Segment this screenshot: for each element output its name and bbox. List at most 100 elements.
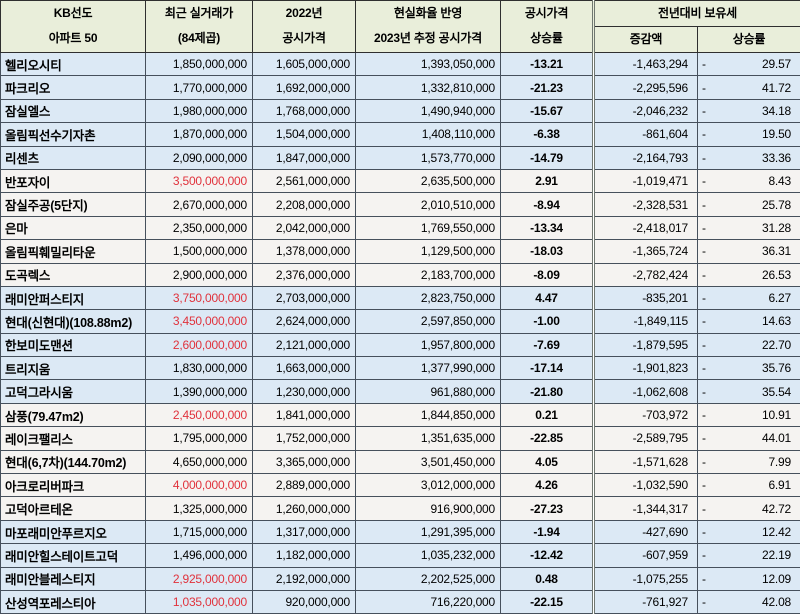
cell-price-2023[interactable]: 2,010,510,000 (356, 193, 501, 216)
cell-tax-rate[interactable]: -12.42 (698, 520, 800, 543)
cell-price-2022[interactable]: 2,042,000,000 (253, 216, 356, 239)
cell-price-change-rate[interactable]: -7.69 (501, 333, 594, 356)
cell-tax-delta[interactable]: -2,589,795 (594, 427, 698, 450)
cell-apartment-name[interactable]: 은마 (1, 216, 146, 239)
cell-tax-rate[interactable]: -22.19 (698, 544, 800, 567)
cell-tax-rate[interactable]: -7.99 (698, 450, 800, 473)
cell-tax-delta[interactable]: -2,295,596 (594, 76, 698, 99)
cell-apartment-name[interactable]: 래미안퍼스티지 (1, 286, 146, 309)
cell-apartment-name[interactable]: 잠실주공(5단지) (1, 193, 146, 216)
cell-price-2022[interactable]: 2,889,000,000 (253, 474, 356, 497)
cell-tax-delta[interactable]: -427,690 (594, 520, 698, 543)
cell-price-2023[interactable]: 1,332,810,000 (356, 76, 501, 99)
cell-price-change-rate[interactable]: 4.05 (501, 450, 594, 473)
cell-price-2022[interactable]: 2,121,000,000 (253, 333, 356, 356)
cell-recent-price[interactable]: 1,870,000,000 (146, 123, 253, 146)
cell-recent-price[interactable]: 2,600,000,000 (146, 333, 253, 356)
cell-apartment-name[interactable]: 고덕그라시움 (1, 380, 146, 403)
cell-price-2022[interactable]: 1,605,000,000 (253, 53, 356, 76)
cell-apartment-name[interactable]: 래미안블레스티지 (1, 567, 146, 590)
cell-recent-price[interactable]: 2,925,000,000 (146, 567, 253, 590)
cell-price-2022[interactable]: 1,847,000,000 (253, 146, 356, 169)
cell-price-2023[interactable]: 916,900,000 (356, 497, 501, 520)
cell-tax-rate[interactable]: -42.08 (698, 590, 800, 613)
cell-price-change-rate[interactable]: -18.03 (501, 240, 594, 263)
cell-recent-price[interactable]: 1,390,000,000 (146, 380, 253, 403)
cell-tax-rate[interactable]: -26.53 (698, 263, 800, 286)
cell-tax-rate[interactable]: -35.76 (698, 357, 800, 380)
cell-price-2023[interactable]: 1,957,800,000 (356, 333, 501, 356)
cell-recent-price[interactable]: 1,715,000,000 (146, 520, 253, 543)
cell-recent-price[interactable]: 2,900,000,000 (146, 263, 253, 286)
cell-tax-rate[interactable]: -6.91 (698, 474, 800, 497)
cell-tax-rate[interactable]: -29.57 (698, 53, 800, 76)
cell-recent-price[interactable]: 3,750,000,000 (146, 286, 253, 309)
cell-apartment-name[interactable]: 래미안힐스테이트고덕 (1, 544, 146, 567)
cell-tax-rate[interactable]: -34.18 (698, 99, 800, 122)
cell-price-change-rate[interactable]: -21.23 (501, 76, 594, 99)
cell-apartment-name[interactable]: 한보미도맨션 (1, 333, 146, 356)
cell-price-change-rate[interactable]: -13.21 (501, 53, 594, 76)
cell-tax-delta[interactable]: -1,365,724 (594, 240, 698, 263)
cell-price-change-rate[interactable]: 2.91 (501, 169, 594, 192)
cell-price-2022[interactable]: 2,624,000,000 (253, 310, 356, 333)
cell-apartment-name[interactable]: 현대(6,7차)(144.70m2) (1, 450, 146, 473)
cell-tax-delta[interactable]: -2,328,531 (594, 193, 698, 216)
cell-price-2023[interactable]: 961,880,000 (356, 380, 501, 403)
cell-recent-price[interactable]: 1,496,000,000 (146, 544, 253, 567)
cell-tax-delta[interactable]: -1,463,294 (594, 53, 698, 76)
cell-price-2022[interactable]: 1,182,000,000 (253, 544, 356, 567)
cell-tax-delta[interactable]: -1,344,317 (594, 497, 698, 520)
cell-price-change-rate[interactable]: -22.15 (501, 590, 594, 613)
cell-price-2023[interactable]: 1,573,770,000 (356, 146, 501, 169)
cell-price-2023[interactable]: 2,202,525,000 (356, 567, 501, 590)
cell-price-change-rate[interactable]: -1.94 (501, 520, 594, 543)
cell-price-change-rate[interactable]: 0.48 (501, 567, 594, 590)
cell-apartment-name[interactable]: 올림픽훼밀리타운 (1, 240, 146, 263)
cell-price-change-rate[interactable]: -22.85 (501, 427, 594, 450)
cell-apartment-name[interactable]: 삼풍(79.47m2) (1, 403, 146, 426)
cell-price-2022[interactable]: 3,365,000,000 (253, 450, 356, 473)
cell-price-change-rate[interactable]: -8.09 (501, 263, 594, 286)
cell-price-change-rate[interactable]: 4.47 (501, 286, 594, 309)
cell-apartment-name[interactable]: 마포래미안푸르지오 (1, 520, 146, 543)
cell-tax-rate[interactable]: -33.36 (698, 146, 800, 169)
cell-price-2023[interactable]: 2,635,500,000 (356, 169, 501, 192)
cell-price-2022[interactable]: 1,692,000,000 (253, 76, 356, 99)
cell-apartment-name[interactable]: 헬리오시티 (1, 53, 146, 76)
cell-recent-price[interactable]: 2,450,000,000 (146, 403, 253, 426)
cell-tax-delta[interactable]: -1,062,608 (594, 380, 698, 403)
cell-price-change-rate[interactable]: 0.21 (501, 403, 594, 426)
cell-price-change-rate[interactable]: 4.26 (501, 474, 594, 497)
cell-recent-price[interactable]: 1,500,000,000 (146, 240, 253, 263)
cell-tax-delta[interactable]: -2,164,793 (594, 146, 698, 169)
cell-price-change-rate[interactable]: -21.80 (501, 380, 594, 403)
cell-apartment-name[interactable]: 레이크팰리스 (1, 427, 146, 450)
cell-tax-rate[interactable]: -36.31 (698, 240, 800, 263)
cell-apartment-name[interactable]: 잠실엘스 (1, 99, 146, 122)
cell-price-2022[interactable]: 1,841,000,000 (253, 403, 356, 426)
cell-price-change-rate[interactable]: -17.14 (501, 357, 594, 380)
cell-price-2022[interactable]: 1,260,000,000 (253, 497, 356, 520)
cell-price-change-rate[interactable]: -15.67 (501, 99, 594, 122)
cell-price-2023[interactable]: 1,408,110,000 (356, 123, 501, 146)
cell-tax-delta[interactable]: -1,075,255 (594, 567, 698, 590)
cell-price-change-rate[interactable]: -27.23 (501, 497, 594, 520)
cell-recent-price[interactable]: 3,450,000,000 (146, 310, 253, 333)
cell-price-change-rate[interactable]: -8.94 (501, 193, 594, 216)
